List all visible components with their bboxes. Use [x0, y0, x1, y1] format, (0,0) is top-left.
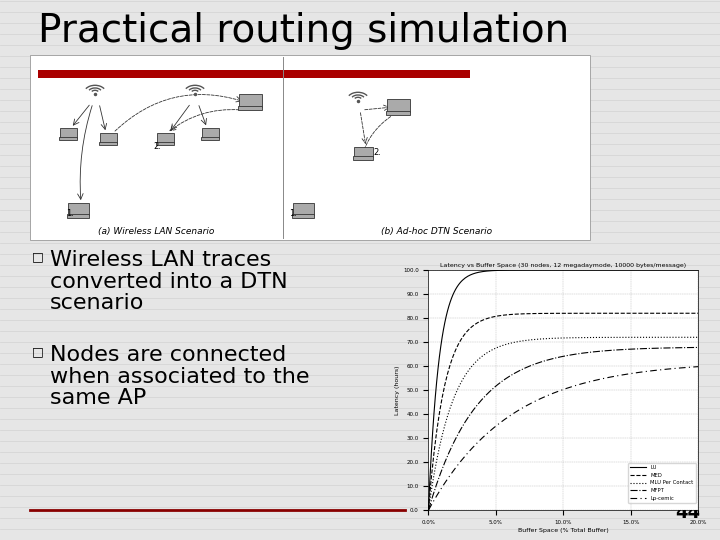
FancyBboxPatch shape [292, 214, 314, 218]
FancyBboxPatch shape [156, 141, 174, 145]
Lp-cemic [694, 363, 703, 370]
FancyBboxPatch shape [201, 137, 219, 140]
MLU Per Contact [441, 422, 449, 429]
MFPT [694, 344, 703, 350]
FancyBboxPatch shape [30, 55, 590, 240]
FancyBboxPatch shape [238, 105, 262, 110]
Line: MED: MED [428, 313, 698, 509]
Legend: LU, MED, MLU Per Contact, MFPT, Lp-cemic: LU, MED, MLU Per Contact, MFPT, Lp-cemic [629, 463, 696, 503]
MED [496, 312, 505, 319]
Lp-cemic [435, 488, 444, 495]
FancyBboxPatch shape [292, 202, 313, 215]
Text: 2.: 2. [373, 148, 381, 157]
Text: 1.: 1. [289, 209, 297, 218]
MLU Per Contact [680, 334, 689, 341]
LU [441, 319, 449, 326]
LU [424, 504, 433, 510]
FancyBboxPatch shape [99, 132, 117, 143]
Lp-cemic [424, 507, 433, 514]
Text: □: □ [32, 345, 44, 358]
Text: □: □ [32, 250, 44, 263]
MLU Per Contact [496, 343, 505, 349]
FancyBboxPatch shape [67, 214, 89, 218]
LU [694, 267, 703, 273]
MLU Per Contact [694, 334, 703, 341]
Text: 1.: 1. [66, 209, 74, 218]
FancyBboxPatch shape [354, 146, 372, 157]
FancyBboxPatch shape [68, 202, 89, 215]
Text: Wireless LAN traces: Wireless LAN traces [50, 250, 271, 270]
MED [441, 382, 449, 388]
Text: when associated to the: when associated to the [50, 367, 310, 387]
FancyBboxPatch shape [387, 98, 410, 111]
MED [694, 310, 703, 316]
Line: LU: LU [428, 270, 698, 507]
X-axis label: Buffer Space (% Total Buffer): Buffer Space (% Total Buffer) [518, 528, 609, 533]
Text: 2.: 2. [153, 142, 161, 151]
FancyBboxPatch shape [59, 137, 77, 140]
MED [680, 310, 689, 316]
Line: Lp-cemic: Lp-cemic [428, 367, 698, 510]
MLU Per Contact [671, 334, 680, 341]
Line: MLU Per Contact: MLU Per Contact [428, 338, 698, 509]
MLU Per Contact [474, 356, 483, 362]
Y-axis label: Latency (hours): Latency (hours) [395, 366, 400, 415]
FancyBboxPatch shape [386, 111, 410, 115]
LU [496, 267, 505, 274]
Text: (a) Wireless LAN Scenario: (a) Wireless LAN Scenario [99, 227, 215, 236]
MFPT [441, 459, 449, 465]
Lp-cemic [474, 438, 483, 444]
MLU Per Contact [424, 506, 433, 512]
MFPT [680, 345, 689, 351]
MED [424, 505, 433, 512]
FancyBboxPatch shape [99, 141, 117, 145]
Lp-cemic [496, 420, 505, 426]
FancyBboxPatch shape [238, 93, 261, 106]
MFPT [435, 473, 444, 480]
LU [474, 269, 483, 275]
FancyBboxPatch shape [353, 157, 373, 160]
MFPT [496, 379, 505, 386]
Title: Latency vs Buffer Space (30 nodes, 12 megadaymode, 10000 bytes/message): Latency vs Buffer Space (30 nodes, 12 me… [441, 263, 686, 268]
MLU Per Contact [435, 444, 444, 450]
LU [435, 354, 444, 360]
Text: same AP: same AP [50, 388, 146, 408]
FancyBboxPatch shape [60, 127, 76, 138]
Text: 44: 44 [675, 504, 700, 522]
LU [680, 267, 689, 273]
Text: scenario: scenario [50, 293, 145, 313]
Bar [38, 70, 470, 78]
MED [474, 319, 483, 325]
MFPT [671, 345, 680, 351]
Lp-cemic [680, 364, 689, 371]
MFPT [474, 400, 483, 407]
MED [671, 310, 680, 316]
MED [435, 410, 444, 416]
FancyBboxPatch shape [156, 132, 174, 143]
Text: Nodes are connected: Nodes are connected [50, 345, 287, 365]
Text: converted into a DTN: converted into a DTN [50, 272, 287, 292]
LU [671, 267, 680, 273]
Lp-cemic [441, 480, 449, 486]
Text: Practical routing simulation: Practical routing simulation [38, 12, 569, 50]
Text: (b) Ad-hoc DTN Scenario: (b) Ad-hoc DTN Scenario [381, 227, 492, 236]
Line: MFPT: MFPT [428, 347, 698, 510]
Lp-cemic [671, 365, 680, 372]
FancyBboxPatch shape [202, 127, 218, 138]
MFPT [424, 507, 433, 513]
